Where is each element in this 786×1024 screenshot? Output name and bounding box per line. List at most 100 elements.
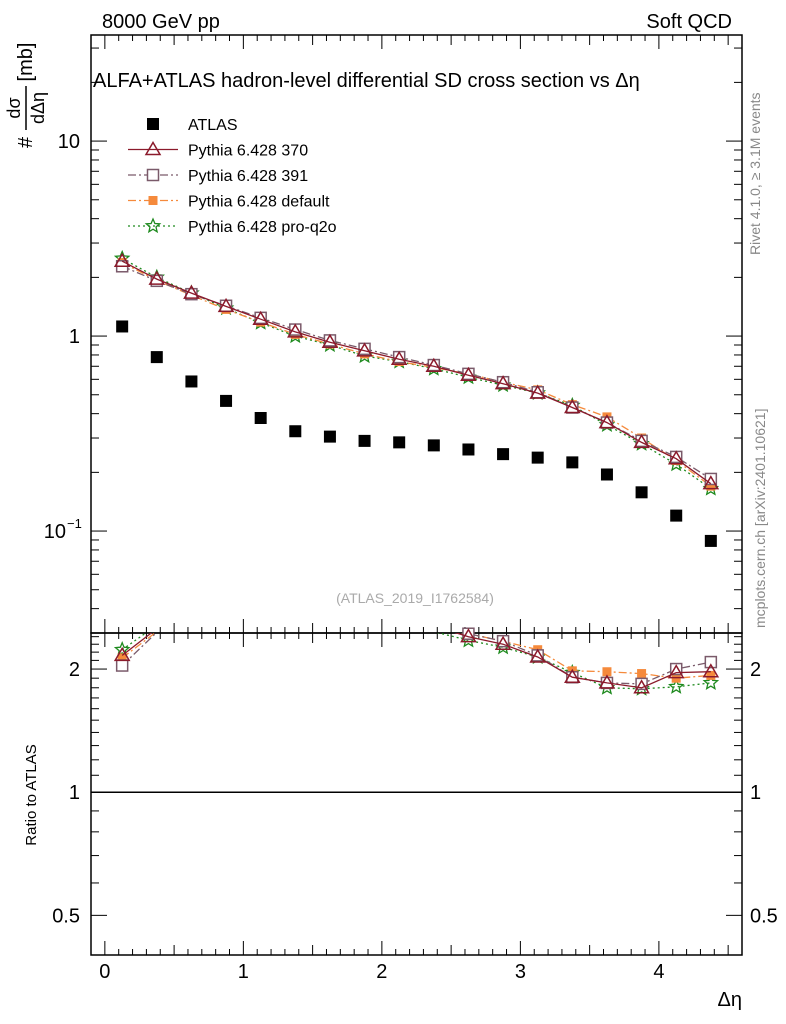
ratio-point-p370 [633, 679, 650, 694]
main-point-p370 [667, 450, 685, 465]
main-point-atlas [116, 320, 129, 333]
main-series [113, 249, 720, 547]
legend-label-pdefault: Pythia 6.428 default [188, 194, 330, 211]
main-point-p370 [633, 433, 650, 449]
main-point-atlas [497, 448, 510, 461]
legend-item-p391: Pythia 6.428 391 [128, 168, 308, 185]
legend-label-p391: Pythia 6.428 391 [188, 168, 308, 185]
legend: ATLAS Pythia 6.428 370 Pythia 6.428 391 Pyt… [128, 117, 337, 236]
legend-label-atlas: ATLAS [188, 117, 238, 134]
ylabel-unit: [mb] [15, 43, 37, 82]
main-ytick-label: 10 [44, 521, 66, 543]
ratio-point-p391 [704, 655, 718, 669]
main-point-p370 [702, 475, 720, 490]
main-point-atlas [393, 436, 406, 449]
header-left: 8000 GeV pp [102, 11, 220, 33]
main-point-atlas [254, 412, 267, 425]
ratio-point-pq2o [702, 674, 720, 690]
xtick-label: 2 [376, 961, 387, 983]
main-p391 [115, 260, 718, 486]
ratio-ytick-label-right: 0.5 [750, 905, 778, 927]
main-point-atlas [670, 509, 683, 522]
main-point-p370 [598, 414, 616, 429]
x-axis-label: Δη [718, 989, 742, 1011]
main-pdefault [117, 258, 716, 491]
legend-marker-p370 [144, 141, 162, 156]
main-point-atlas [220, 394, 233, 407]
main-point-p370 [286, 323, 304, 338]
main-point-p370 [113, 252, 131, 267]
main-point-atlas [531, 451, 544, 464]
legend-marker-p391 [146, 168, 160, 182]
main-point-p370 [390, 350, 408, 366]
main-point-atlas [150, 351, 163, 364]
legend-marker-pq2o [144, 217, 162, 234]
legend-marker-atlas [147, 118, 159, 130]
xtick-label: 4 [653, 961, 664, 983]
main-point-p370 [425, 357, 443, 373]
ratio-point-p391 [115, 659, 129, 672]
header-right: Soft QCD [646, 11, 732, 33]
analysis-id: (ATLAS_2019_I1762584) [336, 590, 494, 606]
ratio-point-p370 [667, 664, 685, 679]
ratio-line-pq2o [121, 633, 711, 690]
ratio-point-p391 [669, 662, 683, 676]
main-point-p370 [564, 399, 581, 414]
main-point-pdefault [706, 481, 716, 491]
legend-item-p370: Pythia 6.428 370 [128, 141, 308, 160]
legend-label-pq2o: Pythia 6.428 pro-q2o [188, 219, 337, 236]
main-point-atlas [635, 486, 648, 499]
main-point-atlas [323, 430, 336, 443]
ratio-pq2o [113, 631, 720, 696]
main-ytick-label: 1 [69, 326, 80, 348]
ylabel-hash: # [15, 136, 37, 148]
ratio-series [113, 627, 720, 696]
legend-item-pdefault: Pythia 6.428 default [128, 194, 330, 211]
ratio-ytick-label-right: 1 [750, 782, 761, 804]
ratio-ytick-label-left: 2 [69, 659, 80, 681]
ratio-p370 [113, 628, 720, 694]
legend-marker-pdefault [148, 196, 158, 205]
main-ytick-label: 10 [58, 131, 80, 153]
main-pq2o [113, 249, 720, 496]
main-point-atlas [427, 439, 440, 452]
main-line-p391 [121, 265, 712, 480]
xtick-label: 1 [238, 961, 249, 983]
ratio-point-p370 [702, 663, 720, 678]
ratio-point-p370 [494, 635, 512, 650]
ratio-point-pdefault [117, 653, 127, 663]
ylabel-numerator: dσ [4, 97, 24, 118]
ratio-point-p370 [529, 648, 547, 663]
mcplots-label: mcplots.cern.ch [arXiv:2401.10621] [752, 409, 768, 628]
ratio-point-pdefault [602, 667, 612, 677]
ratio-point-p370 [564, 668, 581, 683]
ratio-point-p370 [598, 674, 616, 689]
ratio-point-pdefault [637, 669, 647, 679]
ratio-point-pq2o [113, 640, 131, 657]
ratio-plot-frame [90, 632, 743, 956]
main-point-p370 [321, 333, 339, 348]
main-point-p370 [183, 284, 200, 299]
ratio-ytick-label-left: 1 [69, 782, 80, 804]
xtick-label: 0 [99, 961, 110, 983]
main-point-p370 [217, 297, 235, 313]
ratio-point-p391 [496, 634, 510, 648]
main-point-atlas [704, 534, 717, 547]
main-point-p370 [494, 375, 512, 390]
main-point-atlas [185, 375, 198, 388]
chart-title: ALFA+ATLAS hadron-level differential SD … [93, 70, 640, 92]
main-atlas [116, 320, 717, 547]
ratio-point-pq2o [668, 678, 685, 694]
main-point-p370 [252, 310, 269, 325]
main-ylabel: # dσ dΔη [mb] [4, 43, 48, 148]
ratio-ytick-label-right: 2 [750, 659, 761, 681]
legend-item-atlas: ATLAS [147, 117, 238, 134]
main-point-atlas [600, 468, 613, 481]
main-line-pq2o [121, 257, 712, 490]
main-point-p370 [529, 384, 547, 399]
ratio-point-p391 [635, 677, 648, 691]
rivet-version-label: Rivet 4.1.0, ≥ 3.1M events [747, 92, 763, 255]
ratio-point-p370 [460, 628, 477, 643]
